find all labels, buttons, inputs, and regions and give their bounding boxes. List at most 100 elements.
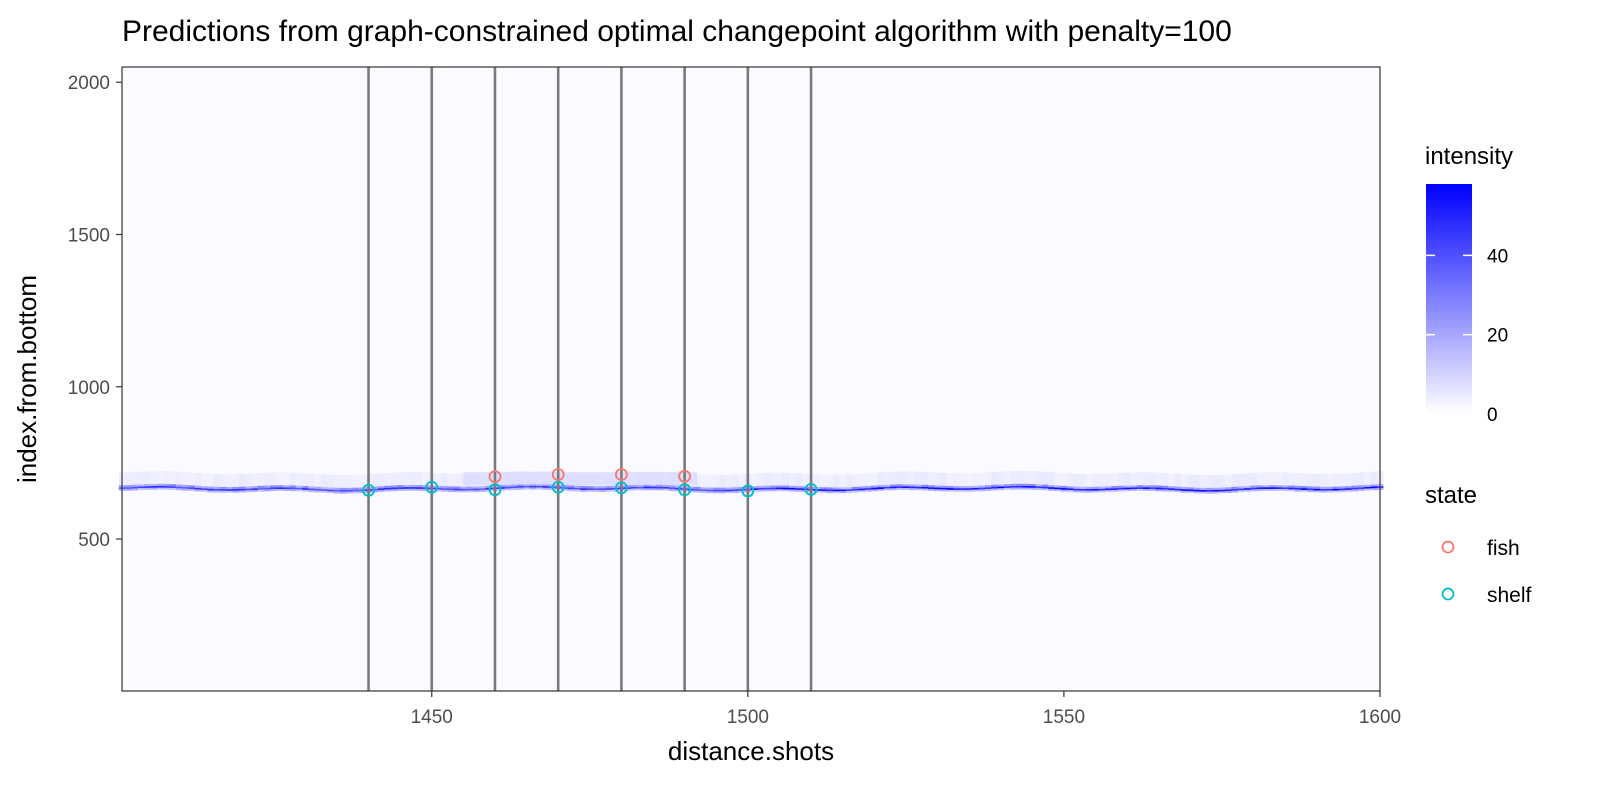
heatmap-cell [1054,485,1062,488]
heatmap-cell [289,472,297,486]
heatmap-cell [959,490,967,492]
heatmap-cell [441,486,448,489]
intensity-legend-title: intensity [1425,143,1513,170]
heatmap-cell [1326,486,1333,489]
heatmap-cell [238,486,246,489]
heatmap-cell [1117,487,1125,490]
heatmap-cell [965,485,973,489]
heatmap-cell [1003,486,1011,489]
heatmap-cell [232,474,240,487]
heatmap-cell [308,486,316,489]
heatmap-cell [877,485,885,488]
heatmap-cell [245,486,252,489]
heatmap-cell [472,486,480,489]
heatmap-cell [1054,489,1062,492]
heatmap-cell [1117,489,1125,492]
y-tick-label: 2000 [68,73,110,94]
heatmap-cell [1016,487,1024,490]
heatmap-cell [460,490,467,493]
heatmap-cell [1003,488,1011,490]
y-tick-label: 1500 [68,225,110,246]
heatmap-cell [953,490,960,492]
heatmap-cell [965,473,973,486]
heatmap-cell [1117,485,1125,488]
heatmap-cell [390,485,398,488]
heatmap-cell [156,471,164,484]
heatmap-cell [1263,489,1270,491]
heatmap-cell [573,487,581,490]
heatmap-cell [1237,473,1245,487]
heatmap-cell [814,489,821,491]
heatmap-cell [978,472,986,486]
heatmap-cell [833,474,840,488]
heatmap-cell [1111,488,1118,491]
heatmap-cell [182,488,189,491]
heatmap-cell [1016,483,1024,486]
point-fish [678,469,692,483]
heatmap-cell [1161,472,1169,486]
heatmap-cell [409,487,417,489]
heatmap-cell [125,487,132,489]
heatmap-cell [1231,474,1239,487]
heatmap-cell [909,486,916,489]
heatmap-cell [1237,486,1245,489]
heatmap-cell [409,484,417,488]
heatmap-cell [409,472,417,485]
heatmap-cell [1142,489,1150,491]
heatmap-cell [1010,483,1017,486]
heatmap-cell [1136,487,1144,490]
heatmap-cell [1332,490,1340,493]
heatmap-cell [131,488,139,491]
heatmap-cell [1155,472,1163,486]
heatmap-cell [1029,486,1036,488]
heatmap-cell [630,486,638,489]
heatmap-cell [1282,487,1289,490]
heatmap-cell [776,487,783,490]
heatmap-cell [283,485,290,488]
heatmap-cell [1275,472,1283,486]
heatmap-cell [384,485,391,488]
heatmap-cell [352,487,360,490]
state-points [362,468,818,498]
heatmap-cell [1130,487,1137,490]
heatmap-cell [1155,485,1163,488]
heatmap-cell [302,485,309,489]
heatmap-cell [732,489,739,492]
heatmap-cell [1105,486,1112,489]
heatmap-cell [1212,474,1220,488]
heatmap-cell [1288,489,1295,492]
heatmap-cell [359,487,366,490]
heatmap-cell [795,488,802,490]
heatmap-cell [270,487,278,490]
heatmap-cell [1174,486,1182,489]
heatmap-cell [283,487,290,490]
heatmap-cell [751,488,758,491]
heatmap-cell [201,490,208,492]
heatmap-cell [251,490,259,492]
heatmap-cell [700,489,708,492]
heatmap-cell [782,472,790,486]
heatmap-cell [580,489,587,492]
heatmap-cell [131,486,139,489]
heatmap-cell [1250,489,1258,492]
heatmap-cell [751,490,758,492]
heatmap-cell [327,474,335,488]
heatmap-cell [219,486,227,490]
heatmap-cell [1187,491,1194,494]
heatmap-cell [333,487,341,490]
heatmap-cell [1351,472,1359,486]
heatmap-cell [150,471,158,484]
heatmap-cell [1319,473,1327,487]
heatmap-cell [1218,487,1226,490]
heatmap-cell [1010,471,1017,484]
heatmap-cell [1111,473,1118,487]
heatmap-cell [1294,485,1302,488]
heatmap-cell [934,487,941,490]
heatmap-cell [321,487,328,490]
heatmap-cell [1212,487,1220,490]
heatmap-cell [738,474,745,487]
heatmap-cell [415,488,423,491]
heatmap-cell [915,488,922,491]
heatmap-cell [719,489,727,492]
